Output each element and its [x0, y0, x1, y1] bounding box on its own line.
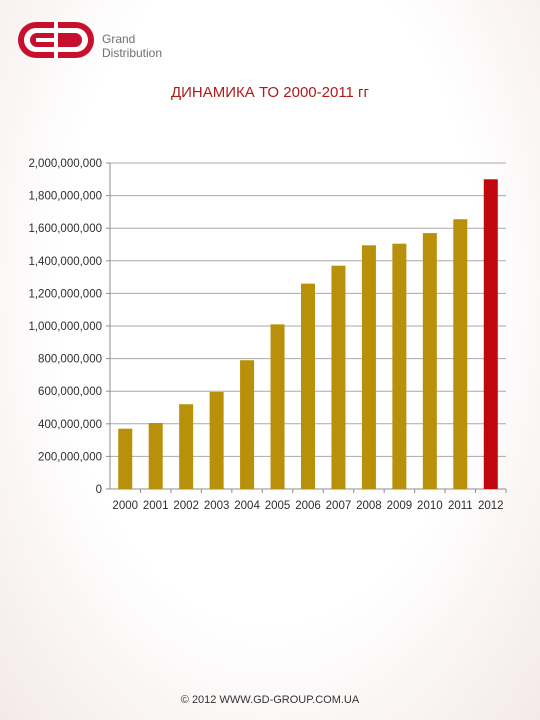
brand-line2: Distribution: [102, 46, 163, 60]
x-tick-label: 2008: [356, 500, 382, 512]
y-tick-label: 1,200,000,000: [28, 288, 102, 300]
x-tick-label: 2006: [295, 500, 321, 512]
bar-2010: [422, 233, 437, 489]
y-tick-label: 1,800,000,000: [28, 191, 102, 203]
brand-logo: Grand Distribution: [16, 20, 166, 64]
bar-chart: 0 200,000,000 400,000,000 600,000,000 800,00…: [28, 158, 507, 512]
x-tick-label: 2001: [143, 500, 169, 512]
x-tick-label: 2007: [326, 500, 352, 512]
x-tick-label: 2011: [448, 500, 473, 512]
y-tick-label: 1,000,000,000: [28, 321, 102, 333]
gd-logo-icon: [18, 20, 94, 60]
bar-2001: [148, 422, 163, 489]
y-tick-label: 800,000,000: [38, 354, 102, 366]
bar-2009: [392, 243, 407, 489]
y-tick-label: 1,600,000,000: [28, 223, 102, 235]
bar-2006: [301, 283, 315, 489]
bar-2008: [361, 245, 376, 489]
bar-2011: [453, 219, 468, 490]
chart-title: ДИНАМИКА ТО 2000-2011 гг: [170, 84, 370, 101]
y-tick-label: 2,000,000,000: [28, 158, 102, 170]
x-tick-label: 2005: [265, 500, 291, 512]
y-tick-label: 600,000,000: [38, 386, 102, 398]
brand-name: Grand Distribution: [102, 32, 162, 60]
y-tick-label: 200,000,000: [38, 451, 102, 463]
x-tick-label: 2012: [478, 500, 504, 512]
bar-2007: [331, 265, 346, 489]
x-tick-label: 2003: [204, 500, 230, 512]
brand-line1: Grand: [102, 32, 136, 46]
bar-2004: [240, 360, 255, 489]
x-tick-label: 2009: [387, 500, 413, 512]
bar-2005: [270, 324, 285, 489]
x-tick-label: 2002: [173, 500, 199, 512]
x-tick-label: 2004: [234, 500, 260, 512]
bar-2012: [483, 179, 498, 490]
y-tick-label: 0: [96, 484, 102, 496]
y-tick-label: 1,400,000,000: [28, 256, 102, 268]
x-tick-label: 2000: [112, 500, 138, 512]
footer-copyright: © 2012 WWW.GD-GROUP.COM.UA: [180, 694, 360, 706]
bar-2003: [209, 392, 224, 489]
bar-2000: [118, 428, 133, 489]
y-tick-label: 400,000,000: [38, 419, 102, 431]
bar-2002: [179, 404, 194, 489]
x-tick-label: 2010: [417, 500, 443, 512]
